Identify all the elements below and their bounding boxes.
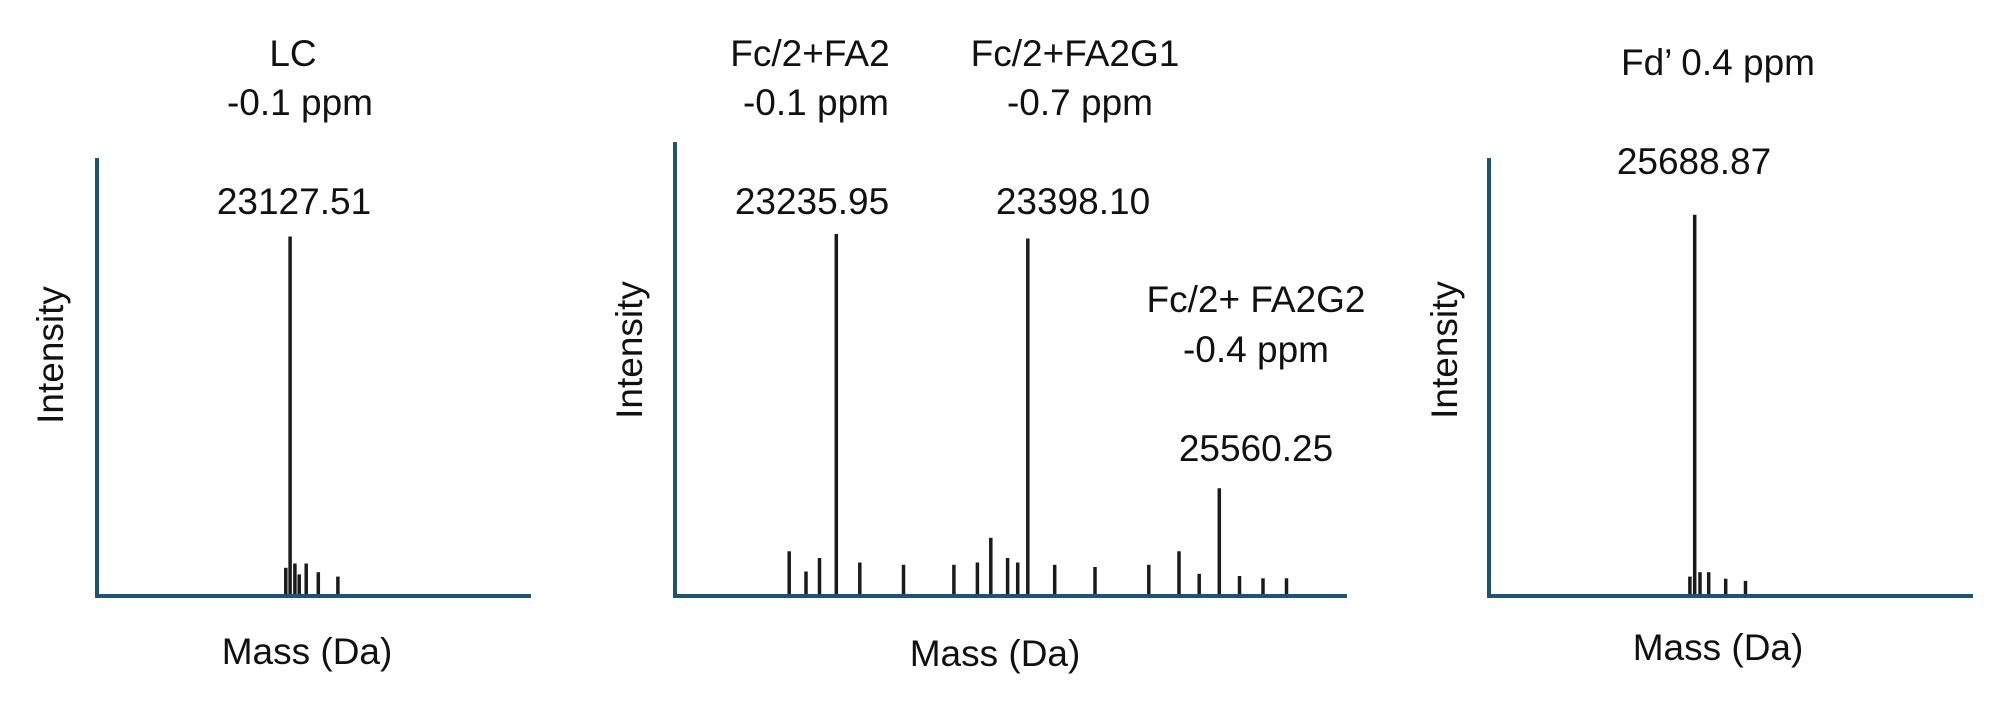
peak-label-fa2g2: Fc/2+ FA2G2 [1146,279,1365,320]
peak-ppm-fa2g2: -0.4 ppm [1183,329,1329,370]
peak-mass-fa2g2: 25560.25 [1179,428,1333,469]
peak-ppm-lc: -0.1 ppm [227,82,373,123]
peak-mass-fd: 25688.87 [1617,141,1771,182]
peak-mass-fa2g1: 23398.10 [996,181,1150,222]
x-axis-label: Mass (Da) [1633,627,1804,668]
peak-sticks [1688,214,1748,594]
peak-ppm-fa2: -0.1 ppm [743,82,889,123]
peak-label-lc: LC [269,33,316,74]
peak-sticks [284,236,340,594]
y-axis-label: Intensity [609,281,650,419]
y-axis-label: Intensity [30,286,71,424]
x-axis-label: Mass (Da) [222,631,393,672]
x-axis-label: Mass (Da) [910,633,1081,674]
peak-sticks [787,234,1289,594]
peak-mass-lc: 23127.51 [217,181,371,222]
y-axis-label: Intensity [1424,281,1465,419]
spectrum-panel-fd: Intensity Mass (Da) Fd’ 0.4 ppm 25688.87 [1424,42,1973,668]
peak-ppm-fa2g1: -0.7 ppm [1007,82,1153,123]
peak-label-fd: Fd’ 0.4 ppm [1621,42,1815,83]
peak-mass-fa2: 23235.95 [735,181,889,222]
peak-label-fa2g1: Fc/2+FA2G1 [971,33,1180,74]
spectrum-panel-lc: Intensity Mass (Da) LC -0.1 ppm 23127.51 [30,33,531,672]
spectrum-panel-fc2: Intensity Mass (Da) Fc/2+FA2 -0.1 ppm 23… [609,33,1366,674]
peak-label-fa2: Fc/2+FA2 [730,33,889,74]
